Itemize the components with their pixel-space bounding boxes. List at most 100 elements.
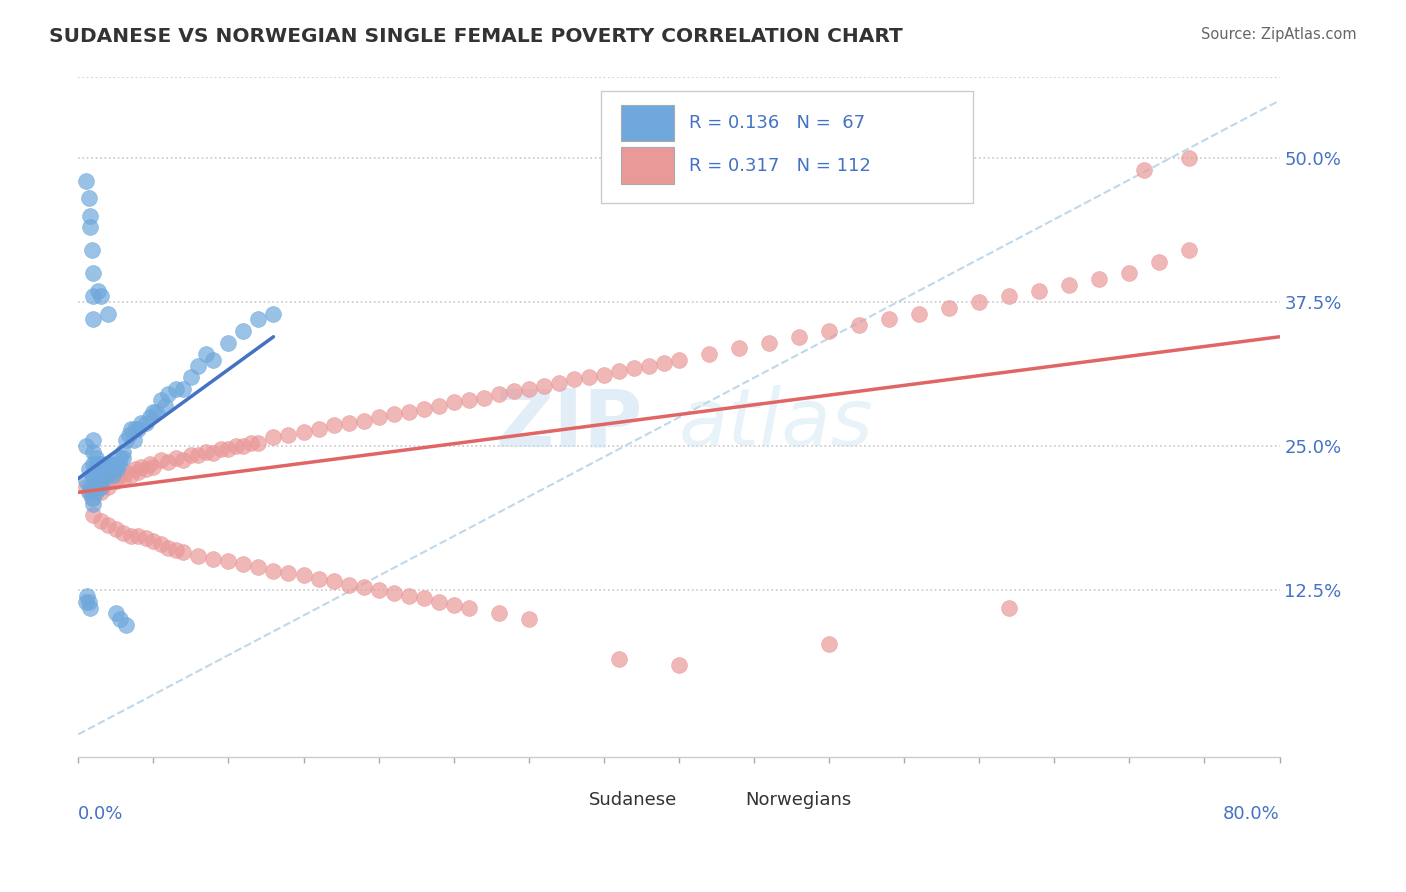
Point bbox=[592, 368, 614, 382]
Point bbox=[97, 457, 120, 471]
Point bbox=[697, 347, 720, 361]
Point bbox=[82, 508, 104, 523]
Point bbox=[652, 356, 675, 370]
Point bbox=[82, 266, 104, 280]
Point bbox=[668, 352, 690, 367]
Point bbox=[96, 457, 118, 471]
Point bbox=[97, 479, 120, 493]
FancyBboxPatch shape bbox=[538, 789, 576, 809]
Point bbox=[77, 462, 100, 476]
Text: Norwegians: Norwegians bbox=[745, 790, 851, 808]
Point bbox=[209, 442, 232, 456]
Point bbox=[94, 462, 117, 476]
Point bbox=[155, 399, 177, 413]
Point bbox=[77, 485, 100, 500]
Point bbox=[83, 474, 105, 488]
Point bbox=[87, 479, 110, 493]
Point bbox=[187, 449, 209, 463]
Point bbox=[112, 471, 135, 485]
Point bbox=[127, 529, 149, 543]
Point bbox=[82, 497, 104, 511]
Point bbox=[1028, 284, 1050, 298]
Point bbox=[908, 307, 931, 321]
Point bbox=[457, 393, 479, 408]
Point bbox=[80, 491, 103, 505]
Point bbox=[82, 491, 104, 505]
Point bbox=[187, 549, 209, 563]
Point bbox=[84, 485, 107, 500]
Point bbox=[165, 543, 187, 558]
Point bbox=[90, 468, 112, 483]
Point bbox=[101, 468, 124, 483]
Point bbox=[728, 341, 751, 355]
Point bbox=[292, 425, 315, 440]
Point bbox=[97, 468, 120, 483]
Point bbox=[120, 468, 142, 483]
Point bbox=[533, 379, 555, 393]
Point bbox=[547, 376, 569, 390]
Point bbox=[91, 474, 114, 488]
Point bbox=[668, 658, 690, 673]
Point bbox=[149, 537, 172, 551]
Point bbox=[104, 457, 127, 471]
Point bbox=[427, 595, 450, 609]
Point bbox=[239, 435, 262, 450]
Point bbox=[562, 372, 585, 386]
Point bbox=[122, 434, 145, 448]
Point bbox=[139, 410, 162, 425]
Point bbox=[104, 474, 127, 488]
Point bbox=[1088, 272, 1111, 286]
Point bbox=[89, 462, 111, 476]
Point bbox=[83, 462, 105, 476]
Point bbox=[322, 574, 344, 588]
Text: atlas: atlas bbox=[679, 385, 873, 463]
Point bbox=[225, 439, 247, 453]
Point bbox=[443, 599, 465, 613]
Point bbox=[82, 468, 104, 483]
Point bbox=[607, 364, 630, 378]
Point bbox=[82, 479, 104, 493]
Point bbox=[457, 600, 479, 615]
Point bbox=[75, 479, 97, 493]
Point bbox=[172, 545, 194, 559]
Point bbox=[187, 359, 209, 373]
Point bbox=[82, 312, 104, 326]
Text: R = 0.317   N = 112: R = 0.317 N = 112 bbox=[689, 157, 870, 175]
Text: SUDANESE VS NORWEGIAN SINGLE FEMALE POVERTY CORRELATION CHART: SUDANESE VS NORWEGIAN SINGLE FEMALE POVE… bbox=[49, 27, 903, 45]
Point bbox=[124, 462, 146, 476]
Text: 0.0%: 0.0% bbox=[79, 805, 124, 823]
Point bbox=[337, 577, 360, 591]
Point bbox=[108, 457, 131, 471]
Point bbox=[112, 445, 135, 459]
Point bbox=[1118, 266, 1140, 280]
Point bbox=[110, 468, 132, 483]
Point bbox=[382, 585, 405, 599]
Point bbox=[131, 416, 153, 430]
Point bbox=[217, 554, 239, 568]
Point bbox=[967, 295, 990, 310]
Point bbox=[217, 335, 239, 350]
Point bbox=[104, 522, 127, 536]
Point bbox=[100, 471, 122, 485]
Text: 80.0%: 80.0% bbox=[1223, 805, 1279, 823]
Point bbox=[110, 450, 132, 465]
Point bbox=[818, 637, 841, 651]
Point bbox=[263, 307, 285, 321]
Point bbox=[443, 395, 465, 409]
Point bbox=[232, 557, 254, 571]
Text: Sudanese: Sudanese bbox=[589, 790, 678, 808]
Point bbox=[127, 465, 149, 479]
Point bbox=[938, 301, 960, 315]
Point bbox=[638, 359, 661, 373]
Point bbox=[398, 405, 420, 419]
Point bbox=[398, 589, 420, 603]
Point bbox=[142, 405, 165, 419]
Point bbox=[115, 434, 138, 448]
Point bbox=[308, 422, 330, 436]
Point bbox=[517, 382, 540, 396]
Point bbox=[87, 284, 110, 298]
Point bbox=[998, 600, 1021, 615]
Point bbox=[172, 453, 194, 467]
Point bbox=[84, 479, 107, 493]
Point bbox=[110, 612, 132, 626]
